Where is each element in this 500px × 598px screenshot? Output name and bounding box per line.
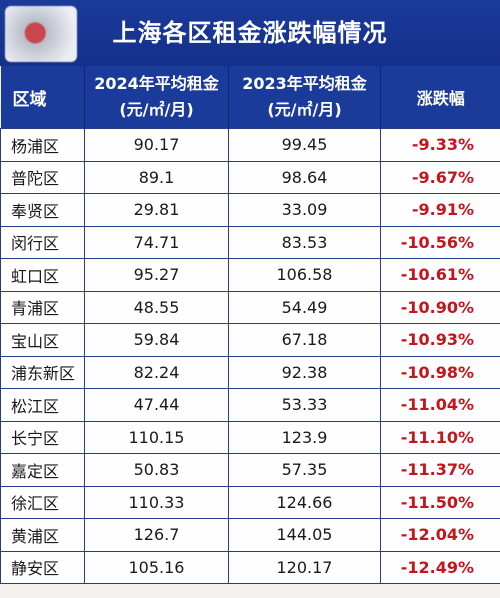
change-cell: -9.91% — [380, 193, 500, 227]
rent-2023-header-line2: (元/㎡/月) — [267, 100, 342, 119]
district-cell: 虹口区 — [0, 258, 85, 292]
column-header-rent-2024: 2024年平均租金 (元/㎡/月) — [84, 66, 229, 129]
rent-2024-cell: 90.17 — [84, 128, 229, 162]
district-cell: 长宁区 — [0, 420, 85, 454]
rent-2023-cell: 120.17 — [228, 550, 381, 584]
rent-2023-cell: 106.58 — [228, 258, 381, 292]
rent-2024-cell: 110.15 — [84, 420, 229, 454]
district-cell: 普陀区 — [0, 160, 85, 194]
rent-table: 区域 2024年平均租金 (元/㎡/月) 2023年平均租金 (元/㎡/月) 涨… — [0, 66, 500, 584]
rent-2024-cell: 59.84 — [84, 323, 229, 357]
table-row: 浦东新区 82.24 92.38 -10.98% — [0, 355, 500, 389]
table-row: 松江区 47.44 53.33 -11.04% — [0, 388, 500, 422]
change-cell: -12.49% — [380, 550, 500, 584]
rent-2024-cell: 105.16 — [84, 550, 229, 584]
header-row: 区域 2024年平均租金 (元/㎡/月) 2023年平均租金 (元/㎡/月) 涨… — [0, 66, 500, 129]
change-cell: -11.50% — [380, 485, 500, 519]
rent-2024-cell: 74.71 — [84, 225, 229, 259]
rent-2023-cell: 83.53 — [228, 225, 381, 259]
rent-2023-cell: 123.9 — [228, 420, 381, 454]
change-cell: -9.67% — [380, 160, 500, 194]
table-row: 嘉定区 50.83 57.35 -11.37% — [0, 453, 500, 487]
table-row: 黄浦区 126.7 144.05 -12.04% — [0, 518, 500, 552]
district-cell: 青浦区 — [0, 290, 85, 324]
rent-2024-cell: 89.1 — [84, 160, 229, 194]
table-row: 杨浦区 90.17 99.45 -9.33% — [0, 128, 500, 162]
table-row: 闵行区 74.71 83.53 -10.56% — [0, 225, 500, 259]
column-header-district: 区域 — [0, 66, 85, 129]
change-cell: -12.04% — [380, 518, 500, 552]
rent-2024-cell: 95.27 — [84, 258, 229, 292]
district-cell: 杨浦区 — [0, 128, 85, 162]
change-cell: -10.90% — [380, 290, 500, 324]
rent-2024-cell: 47.44 — [84, 388, 229, 422]
rent-2023-cell: 98.64 — [228, 160, 381, 194]
table-row: 虹口区 95.27 106.58 -10.61% — [0, 258, 500, 292]
rent-2024-cell: 48.55 — [84, 290, 229, 324]
district-cell: 宝山区 — [0, 323, 85, 357]
change-cell: -10.98% — [380, 355, 500, 389]
district-cell: 黄浦区 — [0, 518, 85, 552]
rent-2024-cell: 82.24 — [84, 355, 229, 389]
table-row: 青浦区 48.55 54.49 -10.90% — [0, 290, 500, 324]
rent-2023-cell: 144.05 — [228, 518, 381, 552]
table-row: 宝山区 59.84 67.18 -10.93% — [0, 323, 500, 357]
district-cell: 徐汇区 — [0, 485, 85, 519]
rent-2024-cell: 110.33 — [84, 485, 229, 519]
district-cell: 闵行区 — [0, 225, 85, 259]
table-row: 奉贤区 29.81 33.09 -9.91% — [0, 193, 500, 227]
table-row: 静安区 105.16 120.17 -12.49% — [0, 550, 500, 584]
rent-2023-header-line1: 2023年平均租金 — [242, 74, 367, 93]
rent-2023-cell: 33.09 — [228, 193, 381, 227]
change-cell: -10.56% — [380, 225, 500, 259]
rent-2023-cell: 67.18 — [228, 323, 381, 357]
change-cell: -10.61% — [380, 258, 500, 292]
rent-2024-header-line1: 2024年平均租金 — [94, 74, 219, 93]
rent-2023-cell: 53.33 — [228, 388, 381, 422]
avatar — [5, 6, 77, 62]
rent-2024-cell: 50.83 — [84, 453, 229, 487]
rent-2024-cell: 29.81 — [84, 193, 229, 227]
district-cell: 浦东新区 — [0, 355, 85, 389]
change-cell: -9.33% — [380, 128, 500, 162]
change-cell: -11.04% — [380, 388, 500, 422]
rent-2023-cell: 92.38 — [228, 355, 381, 389]
district-cell: 静安区 — [0, 550, 85, 584]
column-header-change: 涨跌幅 — [380, 66, 500, 129]
column-header-rent-2023: 2023年平均租金 (元/㎡/月) — [228, 66, 381, 129]
table-title: 上海各区租金涨跌幅情况 — [0, 0, 500, 66]
rent-2024-cell: 126.7 — [84, 518, 229, 552]
rent-2024-header-line2: (元/㎡/月) — [119, 100, 194, 119]
district-cell: 嘉定区 — [0, 453, 85, 487]
table-row: 徐汇区 110.33 124.66 -11.50% — [0, 485, 500, 519]
change-cell: -11.37% — [380, 453, 500, 487]
table-body: 杨浦区 90.17 99.45 -9.33% 普陀区 89.1 98.64 -9.67% 奉贤区… — [0, 128, 500, 584]
district-cell: 奉贤区 — [0, 193, 85, 227]
rent-2023-cell: 99.45 — [228, 128, 381, 162]
rent-2023-cell: 57.35 — [228, 453, 381, 487]
table-row: 长宁区 110.15 123.9 -11.10% — [0, 420, 500, 454]
rent-2023-cell: 54.49 — [228, 290, 381, 324]
district-cell: 松江区 — [0, 388, 85, 422]
change-cell: -10.93% — [380, 323, 500, 357]
table-row: 普陀区 89.1 98.64 -9.67% — [0, 160, 500, 194]
rent-2023-cell: 124.66 — [228, 485, 381, 519]
change-cell: -11.10% — [380, 420, 500, 454]
